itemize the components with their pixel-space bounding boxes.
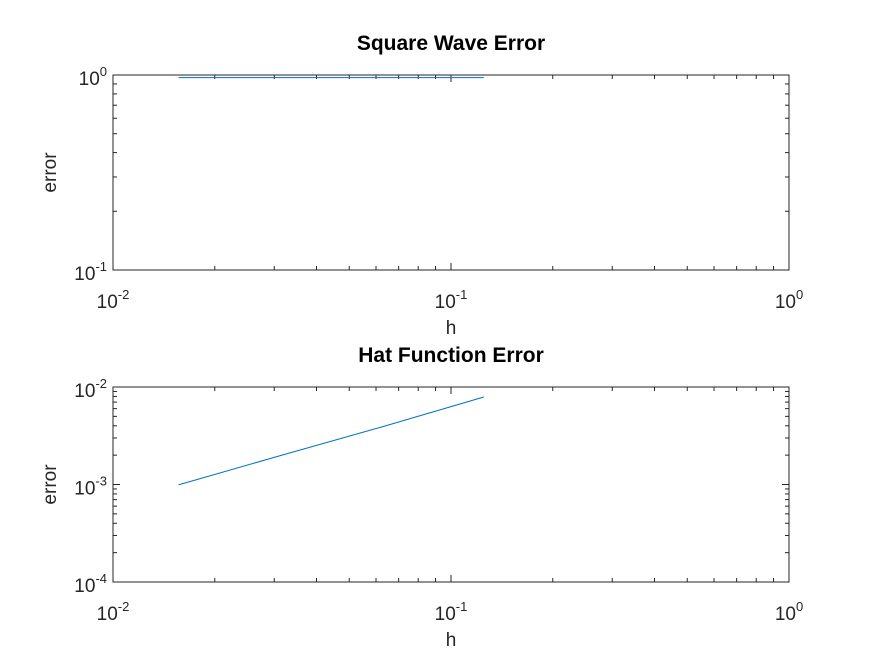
x-tick-label: 10-1	[435, 599, 468, 625]
tick-marks	[112, 387, 789, 583]
y-tick-label: 10-1	[74, 259, 107, 285]
x-tick-label: 10-2	[97, 287, 130, 313]
tick-marks	[112, 75, 789, 271]
x-tick-label: 10-1	[435, 287, 468, 313]
y-tick-label: 10-3	[74, 474, 107, 500]
x-tick-label: 100	[775, 287, 803, 313]
x-tick-label: 10-2	[97, 599, 130, 625]
axes-box	[112, 74, 790, 271]
y-tick-label: 10-2	[74, 376, 107, 402]
chart-title: Square Wave Error	[357, 32, 545, 55]
y-tick-label: 10-4	[74, 571, 107, 597]
chart-title: Hat Function Error	[358, 344, 544, 367]
series-line-1	[178, 396, 484, 486]
y-tick-label: 100	[79, 64, 107, 90]
x-tick-label: 100	[775, 599, 803, 625]
axes-box	[112, 386, 790, 583]
y-axis-label: error	[40, 152, 61, 193]
y-axis-label: error	[40, 464, 61, 505]
x-axis-label: h	[446, 630, 457, 651]
x-axis-label: h	[446, 318, 457, 339]
chart-panel-2: 10-2 10-1 100 10-4 10-3 10-2 Hat Function Erro…	[40, 344, 803, 651]
